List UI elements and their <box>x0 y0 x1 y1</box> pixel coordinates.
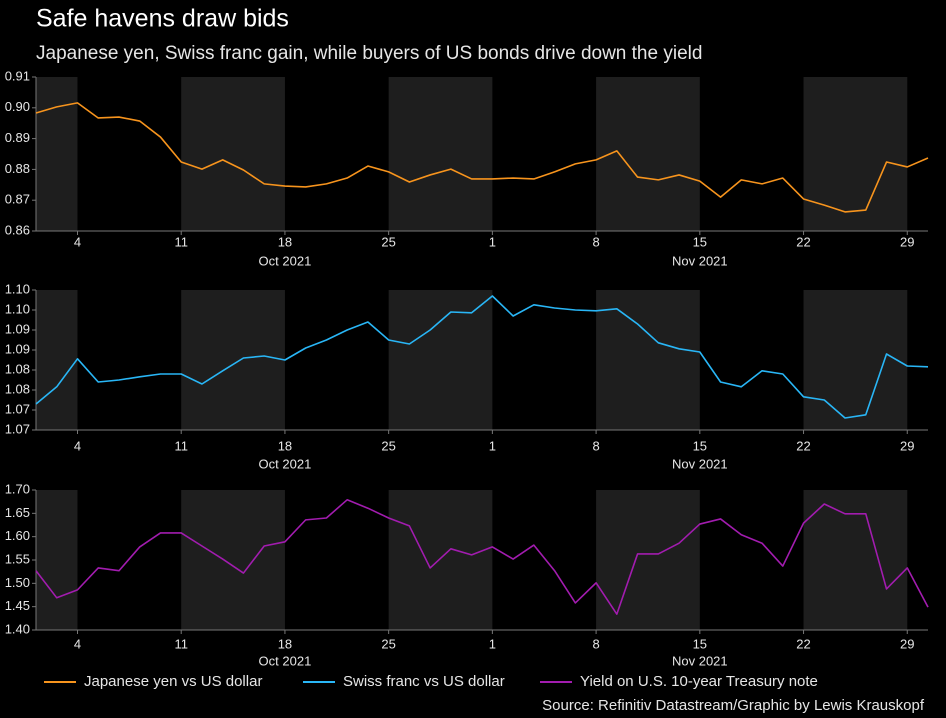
x-tick-label: 29 <box>900 636 914 651</box>
x-group-label: Oct 2021 <box>259 456 312 471</box>
x-tick-label: 8 <box>592 438 599 453</box>
y-tick-label: 1.09 <box>5 321 30 336</box>
x-tick-label: 4 <box>74 234 81 249</box>
legend: Japanese yen vs US dollar Swiss franc vs… <box>44 673 818 690</box>
y-tick-label: 1.40 <box>5 621 30 636</box>
week-band <box>596 77 700 231</box>
x-tick-label: 22 <box>796 636 810 651</box>
y-tick-label: 1.07 <box>5 401 30 416</box>
y-tick-label: 1.10 <box>5 281 30 296</box>
x-group-label: Nov 2021 <box>672 653 728 668</box>
panel: 1.071.071.081.081.091.091.101.104 11 18 25 1… <box>5 281 929 471</box>
week-band <box>803 290 908 430</box>
week-band <box>596 490 700 630</box>
legend-label: Yield on U.S. 10-year Treasury note <box>580 673 818 690</box>
x-tick-label: 29 <box>900 438 914 453</box>
x-tick-label: 15 <box>693 234 707 249</box>
x-tick-label: 18 <box>278 438 292 453</box>
x-tick-label: 8 <box>592 636 599 651</box>
x-tick-label: 1 <box>489 438 496 453</box>
y-tick-label: 1.09 <box>5 341 30 356</box>
data-line <box>35 102 929 213</box>
x-group-label: Nov 2021 <box>672 456 728 471</box>
week-band <box>388 290 493 430</box>
chart-title: Safe havens draw bids <box>36 5 289 33</box>
x-tick-label: 1 <box>489 234 496 249</box>
x-tick-label: 22 <box>796 234 810 249</box>
x-tick-label: 18 <box>278 234 292 249</box>
y-tick-label: 0.86 <box>5 222 30 237</box>
week-band <box>181 77 285 231</box>
x-group-label: Nov 2021 <box>672 253 728 268</box>
x-tick-label: 11 <box>174 234 188 249</box>
x-tick-label: 18 <box>278 636 292 651</box>
y-tick-label: 1.70 <box>5 481 30 496</box>
x-tick-label: 11 <box>174 438 188 453</box>
source-note: Source: Refinitiv Datastream/Graphic by … <box>542 697 925 714</box>
week-band <box>36 77 78 231</box>
x-tick-label: 29 <box>900 234 914 249</box>
chart-subtitle: Japanese yen, Swiss franc gain, while bu… <box>36 43 702 64</box>
y-tick-label: 1.08 <box>5 361 30 376</box>
legend-label: Swiss franc vs US dollar <box>343 673 505 690</box>
x-tick-label: 15 <box>693 636 707 651</box>
x-tick-label: 22 <box>796 438 810 453</box>
y-tick-label: 1.50 <box>5 575 30 590</box>
x-tick-label: 1 <box>489 636 496 651</box>
x-tick-label: 4 <box>74 438 81 453</box>
week-band <box>388 490 493 630</box>
x-group-label: Oct 2021 <box>259 653 312 668</box>
x-tick-label: 25 <box>381 234 395 249</box>
week-band <box>36 490 78 630</box>
week-band <box>596 290 700 430</box>
y-tick-label: 1.65 <box>5 505 30 520</box>
x-tick-label: 8 <box>592 234 599 249</box>
legend-label: Japanese yen vs US dollar <box>84 673 262 690</box>
x-tick-label: 25 <box>381 438 395 453</box>
week-band <box>181 490 285 630</box>
x-tick-label: 4 <box>74 636 81 651</box>
y-tick-label: 1.10 <box>5 301 30 316</box>
x-tick-label: 11 <box>174 636 188 651</box>
week-band <box>803 490 908 630</box>
y-tick-label: 1.55 <box>5 551 30 566</box>
panel: 1.401.451.501.551.601.651.704 11 18 25 1 8 15 2… <box>5 481 929 668</box>
x-tick-label: 15 <box>693 438 707 453</box>
panel: 0.860.870.880.890.900.914 11 18 25 1 8 15 22 29O… <box>5 68 929 268</box>
y-tick-label: 0.89 <box>5 130 30 145</box>
data-line <box>35 499 929 615</box>
y-tick-label: 0.91 <box>5 68 30 83</box>
y-tick-label: 0.88 <box>5 161 30 176</box>
x-tick-label: 25 <box>381 636 395 651</box>
week-band <box>181 290 285 430</box>
y-tick-label: 0.87 <box>5 192 30 207</box>
week-band <box>36 290 78 430</box>
week-band <box>388 77 493 231</box>
y-tick-label: 1.08 <box>5 381 30 396</box>
y-tick-label: 1.07 <box>5 421 30 436</box>
y-tick-label: 1.60 <box>5 528 30 543</box>
data-line <box>35 295 929 419</box>
y-tick-label: 0.90 <box>5 99 30 114</box>
x-group-label: Oct 2021 <box>259 253 312 268</box>
week-band <box>803 77 908 231</box>
y-tick-label: 1.45 <box>5 598 30 613</box>
